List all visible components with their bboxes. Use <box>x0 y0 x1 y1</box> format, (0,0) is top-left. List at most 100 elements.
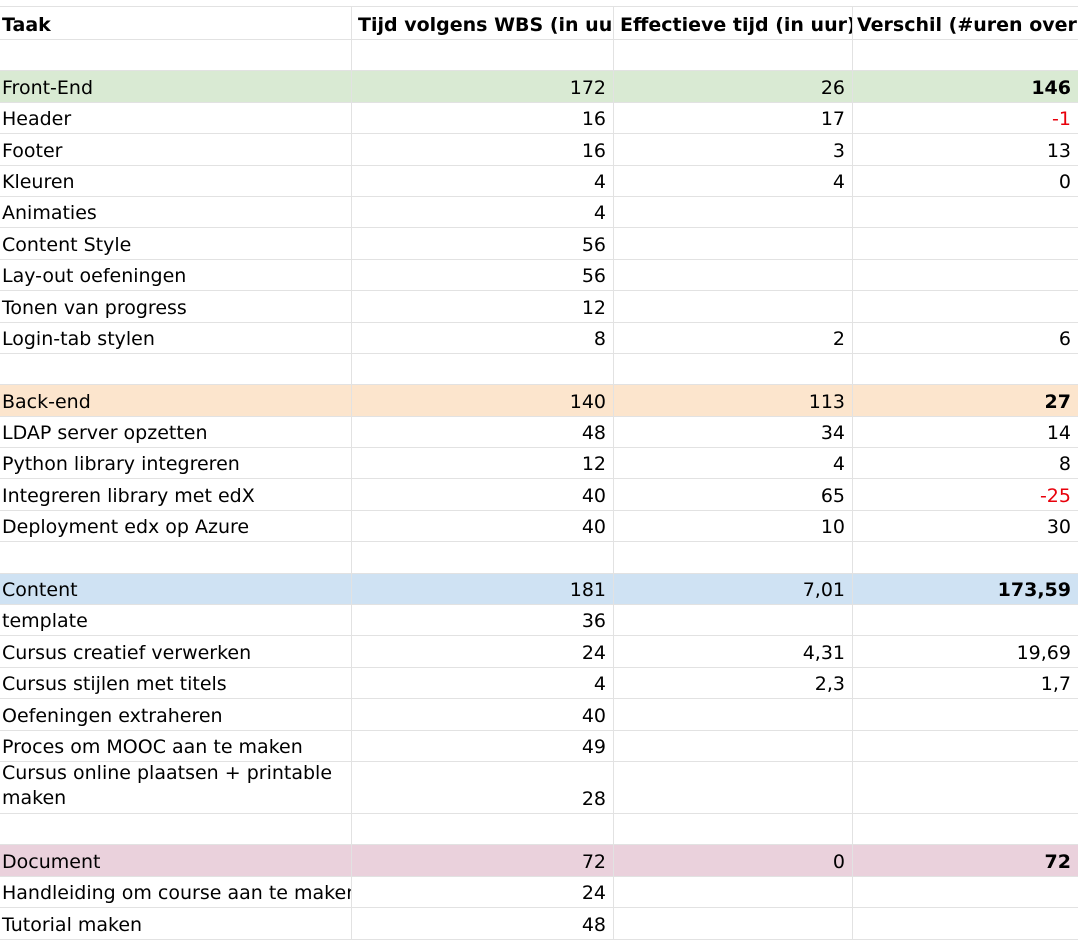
wbs-time-cell[interactable]: 16 <box>352 134 614 165</box>
wbs-time-cell[interactable]: 49 <box>352 730 614 761</box>
task-cell[interactable]: Deployment edx op Azure <box>0 510 352 542</box>
task-cell[interactable]: Content Style <box>0 228 352 259</box>
effective-time-cell[interactable] <box>614 813 853 845</box>
wbs-time-cell[interactable]: 72 <box>352 845 614 876</box>
wbs-time-cell[interactable]: 181 <box>352 573 614 605</box>
effective-time-cell[interactable]: 65 <box>614 479 853 510</box>
task-cell[interactable]: Handleiding om course aan te maken <box>0 876 352 908</box>
task-cell[interactable]: Tonen van progress <box>0 291 352 322</box>
effective-time-cell[interactable] <box>614 699 853 730</box>
effective-time-cell[interactable] <box>614 259 853 291</box>
wbs-time-cell[interactable]: 12 <box>352 448 614 479</box>
effective-time-cell[interactable] <box>614 605 853 636</box>
task-cell[interactable]: Document <box>0 845 352 876</box>
difference-cell[interactable]: 1,7 <box>1040 673 1071 696</box>
wbs-time-cell[interactable] <box>352 40 614 71</box>
wbs-time-cell[interactable]: 48 <box>352 908 614 939</box>
difference-cell[interactable]: 0 <box>1058 170 1071 193</box>
wbs-time-cell[interactable]: 36 <box>352 605 614 636</box>
task-cell[interactable]: Back-end <box>0 385 352 416</box>
difference-cell[interactable]: 72 <box>853 845 1078 876</box>
task-cell[interactable]: Proces om MOOC aan te maken <box>0 730 352 761</box>
wbs-time-cell[interactable]: 24 <box>352 636 614 667</box>
wbs-time-cell[interactable] <box>352 813 614 845</box>
wbs-time-cell[interactable] <box>352 353 614 385</box>
difference-cell[interactable] <box>853 731 1078 761</box>
difference-cell[interactable]: 8 <box>1058 453 1071 476</box>
effective-time-cell[interactable] <box>614 542 853 573</box>
difference-cell[interactable] <box>853 354 1078 384</box>
difference-cell[interactable] <box>853 260 1078 290</box>
difference-cell[interactable] <box>853 40 1078 70</box>
wbs-time-cell[interactable]: 28 <box>352 761 614 813</box>
wbs-time-cell[interactable]: 4 <box>352 165 614 196</box>
task-cell[interactable]: Lay-out oefeningen <box>0 259 352 291</box>
effective-time-cell[interactable] <box>614 291 853 322</box>
effective-time-cell[interactable]: 10 <box>614 510 853 542</box>
difference-cell[interactable]: -1 <box>1052 108 1071 131</box>
difference-cell[interactable]: 14 <box>1046 422 1071 445</box>
task-cell[interactable]: LDAP server opzetten <box>0 416 352 448</box>
wbs-time-cell[interactable]: 4 <box>352 667 614 699</box>
effective-time-cell[interactable] <box>614 228 853 259</box>
wbs-time-cell[interactable]: 8 <box>352 322 614 353</box>
task-cell[interactable]: Animaties <box>0 196 352 228</box>
effective-time-cell[interactable]: 26 <box>614 71 853 102</box>
effective-time-cell[interactable] <box>614 730 853 761</box>
effective-time-cell[interactable]: 4 <box>614 165 853 196</box>
wbs-time-cell[interactable]: 16 <box>352 102 614 134</box>
effective-time-cell[interactable]: 7,01 <box>614 573 853 605</box>
difference-cell[interactable]: 30 <box>1046 516 1071 539</box>
wbs-time-cell[interactable]: 40 <box>352 510 614 542</box>
difference-cell[interactable] <box>853 228 1078 258</box>
difference-cell[interactable] <box>853 197 1078 227</box>
effective-time-cell[interactable] <box>614 761 853 813</box>
task-cell[interactable]: Cursus creatief verwerken <box>0 636 352 667</box>
task-cell[interactable]: Cursus stijlen met titels <box>0 667 352 699</box>
task-cell[interactable]: Header <box>0 102 352 134</box>
task-cell[interactable] <box>0 813 352 845</box>
difference-cell[interactable]: 19,69 <box>1016 641 1071 664</box>
effective-time-cell[interactable] <box>614 353 853 385</box>
wbs-time-cell[interactable]: 24 <box>352 876 614 908</box>
wbs-time-cell[interactable]: 40 <box>352 699 614 730</box>
task-cell[interactable]: template <box>0 605 352 636</box>
difference-cell[interactable]: 13 <box>1046 139 1071 162</box>
effective-time-cell[interactable]: 2 <box>614 322 853 353</box>
difference-cell[interactable] <box>853 908 1078 938</box>
wbs-time-cell[interactable]: 140 <box>352 385 614 416</box>
header-task[interactable]: Taak <box>0 7 352 39</box>
wbs-time-cell[interactable]: 56 <box>352 228 614 259</box>
wbs-time-cell[interactable]: 4 <box>352 196 614 228</box>
wbs-time-cell[interactable]: 56 <box>352 259 614 291</box>
effective-time-cell[interactable]: 2,3 <box>614 667 853 699</box>
wbs-time-cell[interactable]: 48 <box>352 416 614 448</box>
effective-time-cell[interactable]: 113 <box>614 385 853 416</box>
wbs-time-cell[interactable] <box>352 542 614 573</box>
task-cell[interactable]: Front-End <box>0 71 352 102</box>
difference-cell[interactable]: -25 <box>1039 484 1071 507</box>
header-difference[interactable]: Verschil (#uren over) <box>857 14 1078 36</box>
effective-time-cell[interactable] <box>614 40 853 71</box>
task-cell[interactable]: Integreren library met edX <box>0 479 352 510</box>
effective-time-cell[interactable] <box>614 876 853 908</box>
effective-time-cell[interactable]: 34 <box>614 416 853 448</box>
wbs-time-cell[interactable]: 40 <box>352 479 614 510</box>
task-cell[interactable]: Oefeningen extraheren <box>0 699 352 730</box>
task-cell[interactable]: Content <box>0 573 352 605</box>
difference-cell[interactable] <box>853 814 1078 844</box>
task-cell[interactable] <box>0 542 352 573</box>
task-cell[interactable]: Cursus online plaatsen + printable maken <box>0 761 352 813</box>
effective-time-cell[interactable]: 3 <box>614 134 853 165</box>
task-cell[interactable]: Login-tab stylen <box>0 322 352 353</box>
difference-cell[interactable] <box>853 605 1078 635</box>
task-cell[interactable] <box>0 353 352 385</box>
effective-time-cell[interactable]: 17 <box>614 102 853 134</box>
difference-cell[interactable] <box>853 699 1078 729</box>
effective-time-cell[interactable]: 4,31 <box>614 636 853 667</box>
difference-cell[interactable] <box>853 291 1078 321</box>
task-cell[interactable]: Kleuren <box>0 165 352 196</box>
difference-cell[interactable]: 146 <box>853 71 1078 102</box>
difference-cell[interactable] <box>853 877 1078 907</box>
task-cell[interactable]: Tutorial maken <box>0 908 352 939</box>
